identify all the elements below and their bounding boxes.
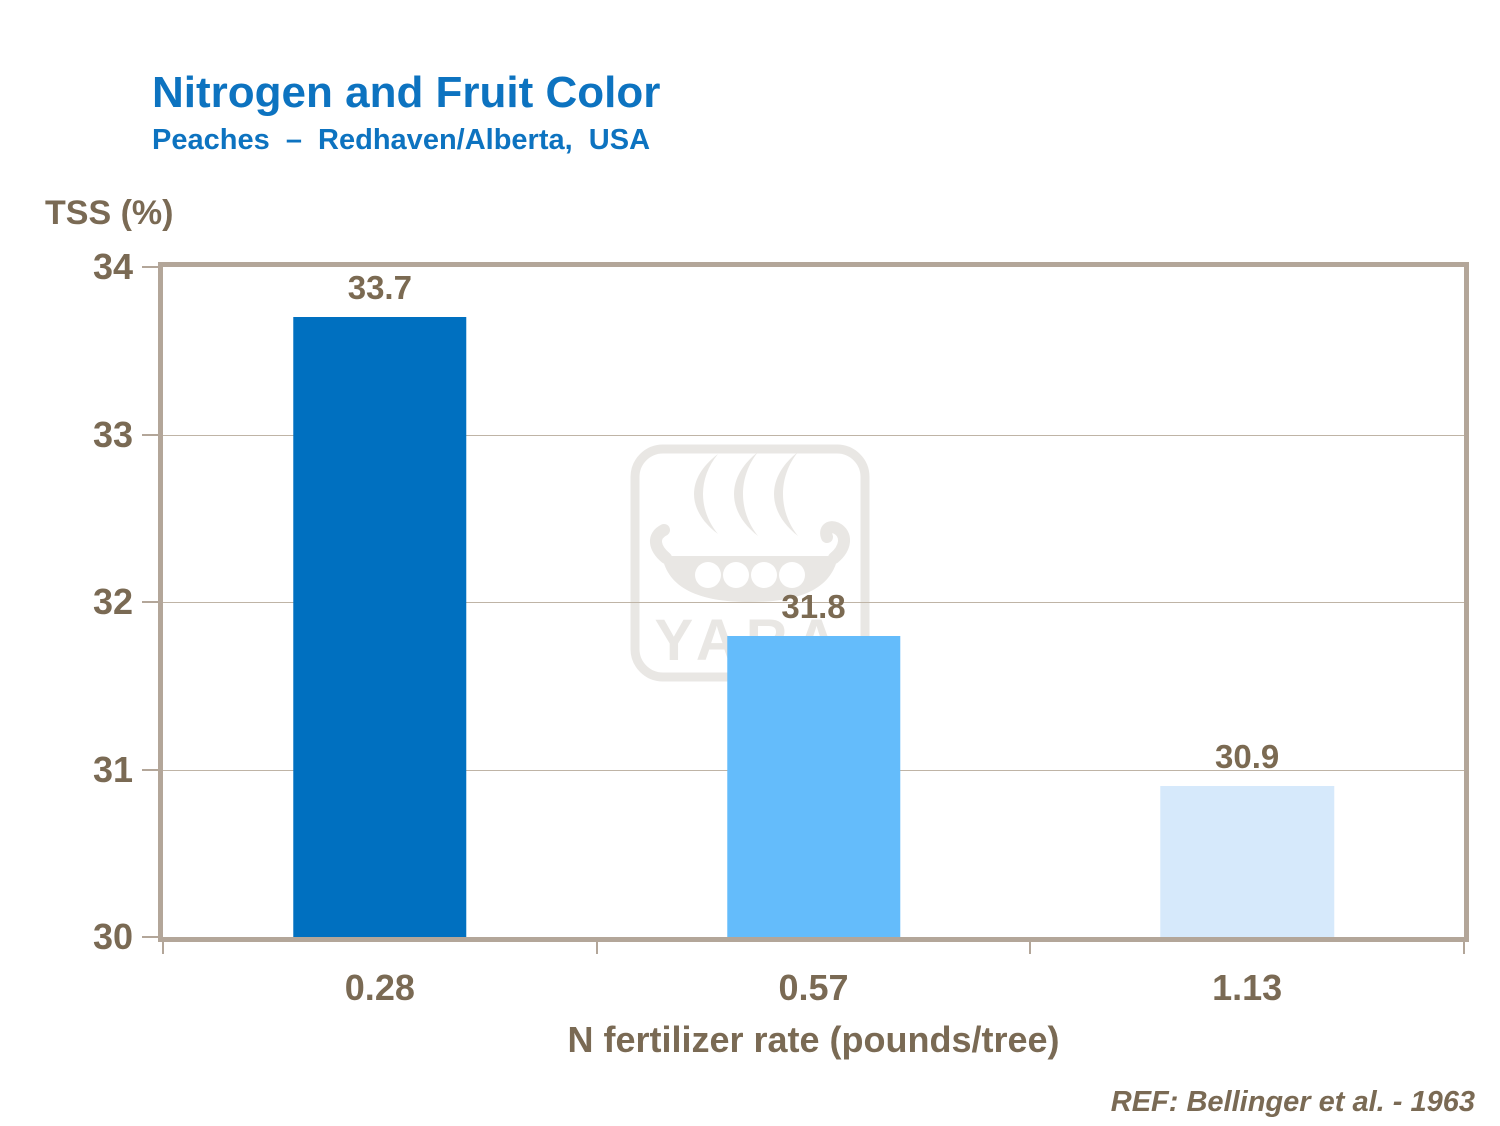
bar-value-label: 30.9 bbox=[1215, 738, 1280, 776]
page-title: Nitrogen and Fruit Color bbox=[152, 68, 661, 117]
bar-value-label: 33.7 bbox=[347, 269, 412, 307]
y-tick-label: 31 bbox=[92, 748, 133, 790]
reference-text: REF: Bellinger et al. - 1963 bbox=[1110, 1086, 1475, 1118]
x-tick-mark bbox=[1463, 942, 1465, 954]
y-tick-mark bbox=[142, 936, 158, 938]
shield-circles bbox=[695, 562, 805, 588]
x-tick-mark bbox=[595, 942, 598, 954]
gridline bbox=[163, 434, 1464, 436]
y-tick-label: 33 bbox=[92, 413, 133, 455]
bar-value-label: 31.8 bbox=[781, 587, 846, 625]
x-tick-label: 0.28 bbox=[344, 967, 415, 1008]
bar-1.13 bbox=[1160, 786, 1334, 937]
y-tick-mark bbox=[142, 768, 158, 771]
x-tick-label: 0.57 bbox=[778, 967, 849, 1008]
y-tick-mark bbox=[142, 433, 158, 436]
bar-0.28 bbox=[293, 317, 467, 937]
y-tick-label: 34 bbox=[92, 246, 133, 287]
page-subtitle: Peaches – Redhaven/Alberta, USA bbox=[152, 124, 651, 156]
x-axis-title: N fertilizer rate (pounds/tree) bbox=[567, 1019, 1060, 1060]
x-tick-mark bbox=[162, 942, 164, 954]
y-tick-mark bbox=[142, 601, 158, 603]
gridline bbox=[163, 602, 1464, 603]
y-tick-label: 32 bbox=[92, 581, 133, 622]
bar-0.57 bbox=[726, 635, 901, 937]
x-tick-mark bbox=[1029, 942, 1032, 954]
x-tick-label: 1.13 bbox=[1212, 967, 1283, 1008]
y-tick-label: 30 bbox=[92, 916, 133, 957]
y-axis-title: TSS (%) bbox=[45, 194, 174, 232]
y-tick-mark bbox=[142, 266, 158, 268]
plot-area: N fertilizer rate (pounds/tree) 34 33 32 31… bbox=[93, 246, 1469, 1060]
